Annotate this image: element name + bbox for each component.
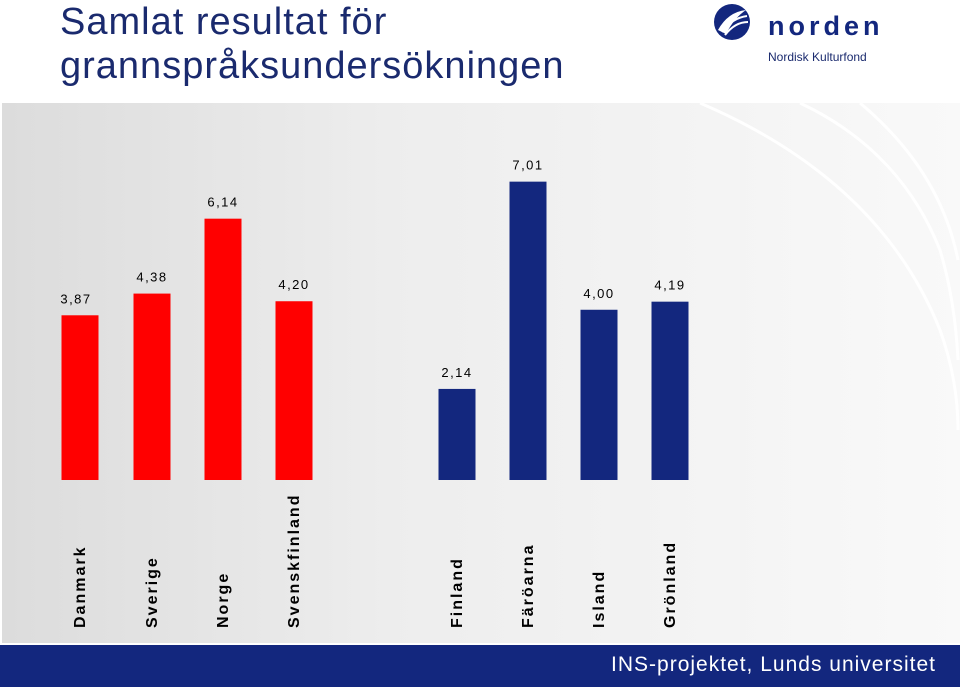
category-label-7: Grönland <box>662 541 679 628</box>
bar-0 <box>61 315 99 480</box>
title-line-1: Samlat resultat för <box>60 1 388 43</box>
norden-logo-text: norden <box>768 11 884 41</box>
logo-subtitle: Nordisk Kulturfond <box>768 50 867 64</box>
category-label-1: Sverige <box>144 556 161 628</box>
value-label-5: 7,01 <box>512 158 543 173</box>
category-label-2: Norge <box>215 572 232 628</box>
bar-2 <box>204 218 242 481</box>
bar-5 <box>509 181 547 480</box>
value-label-6: 4,00 <box>583 286 614 301</box>
value-label-3: 4,20 <box>278 277 309 292</box>
footer-text: INS-projektet, Lunds universitet <box>611 653 936 676</box>
category-label-4: Finland <box>449 557 466 628</box>
value-label-4: 2,14 <box>441 365 472 380</box>
bar-1 <box>133 293 171 480</box>
category-label-5: Färöarna <box>520 544 537 628</box>
value-label-7: 4,19 <box>654 278 685 293</box>
value-label-2: 6,14 <box>207 195 238 210</box>
norden-swan-icon <box>714 4 750 40</box>
bar-chart: 3,87 4,38 6,14 4,20 2,14 7,01 4,00 4,19 Danmark… <box>60 101 960 628</box>
bar-4 <box>438 388 476 480</box>
category-label-3: Svenskfinland <box>286 494 303 628</box>
value-label-0: 3,87 <box>60 291 91 306</box>
category-label-0: Danmark <box>72 546 89 628</box>
decorative-curves <box>699 101 960 431</box>
bar-3 <box>275 301 313 480</box>
footer-bar: INS-projektet, Lunds universitet <box>0 645 960 687</box>
bar-7 <box>651 301 689 480</box>
bar-6 <box>580 309 618 480</box>
page-title: Samlat resultat för grannspråksundersökn… <box>60 0 565 88</box>
value-label-1: 4,38 <box>136 270 167 285</box>
category-label-6: Island <box>591 570 608 628</box>
title-line-2: grannspråksundersökningen <box>60 45 565 87</box>
